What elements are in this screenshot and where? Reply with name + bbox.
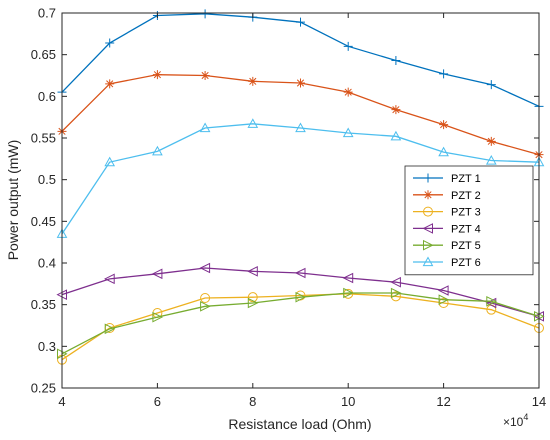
series-line-5 (61, 292, 540, 355)
data-point (342, 272, 354, 284)
legend-marker (423, 190, 433, 200)
y-tick-label: 0.35 (31, 297, 56, 312)
data-point (390, 130, 402, 141)
x-multiplier-base: ×10 (503, 415, 524, 429)
data-point (200, 71, 210, 80)
data-point (104, 323, 116, 335)
series-4 (56, 262, 544, 322)
data-point (200, 9, 210, 19)
x-tick-label: 4 (58, 394, 65, 409)
data-point (485, 154, 497, 165)
data-point (104, 273, 115, 285)
data-point (199, 122, 211, 133)
data-point (343, 41, 353, 51)
legend-item: PZT 5 (413, 239, 481, 252)
data-point (390, 276, 401, 288)
y-tick-label: 0.55 (31, 131, 56, 146)
data-point (247, 292, 258, 303)
legend-item: PZT 3 (413, 206, 481, 219)
data-point (105, 38, 115, 48)
data-point (438, 294, 450, 305)
data-point (295, 291, 307, 303)
legend-label: PZT 1 (451, 173, 481, 185)
y-tick-label: 0.65 (31, 47, 56, 62)
y-tick-label: 0.6 (38, 89, 56, 104)
y-tick-label: 0.7 (38, 6, 56, 21)
legend-item: PZT 4 (413, 223, 481, 235)
series-line-6 (61, 123, 540, 235)
data-point (296, 17, 305, 27)
y-axis-label: Power output (mW) (5, 140, 21, 261)
data-point (247, 118, 259, 128)
x-tick-label: 14 (532, 394, 546, 409)
data-point (247, 297, 259, 309)
legend-item: PZT 1 (413, 173, 481, 185)
x-tick-label: 8 (249, 394, 256, 409)
data-point (105, 79, 115, 89)
ticks-layer: 4 6 8 10 12 14 0.25 0.3 0.35 0.4 0.45 0.5 0.55 0.6 0.6… (31, 6, 547, 410)
legend-item: PZT 2 (413, 190, 481, 202)
data-point (104, 156, 116, 167)
series-layer (56, 9, 545, 365)
y-tick-label: 0.25 (31, 381, 56, 396)
data-point (343, 87, 353, 97)
data-point (390, 287, 402, 299)
legend-item: PZT 6 (413, 256, 481, 269)
legend-label: PZT 4 (451, 223, 481, 235)
data-point (486, 296, 497, 307)
data-point (343, 287, 354, 299)
data-point (296, 78, 305, 88)
data-point (391, 105, 401, 115)
y-tick-label: 0.4 (38, 256, 56, 271)
data-point (200, 293, 211, 303)
x-tick-label: 6 (154, 394, 161, 409)
data-point (342, 127, 354, 138)
data-point (486, 80, 496, 90)
data-point (200, 301, 211, 312)
y-tick-label: 0.45 (31, 214, 56, 229)
x-multiplier-label: ×104 (503, 412, 528, 429)
x-tick-label: 10 (341, 394, 355, 409)
data-point (199, 262, 211, 274)
data-point (152, 145, 163, 156)
legend: PZT 1 PZT 2 PZT 3 PZT 4 PZT 5 PZT 6 (404, 165, 534, 276)
data-point (151, 268, 163, 280)
legend-box (404, 165, 534, 276)
data-point (248, 76, 258, 86)
data-point (439, 120, 449, 130)
legend-marker (423, 173, 433, 183)
data-point (439, 69, 449, 79)
data-point (152, 70, 162, 80)
legend-marker (423, 206, 433, 217)
legend-label: PZT 2 (451, 190, 481, 202)
legend-label: PZT 5 (451, 240, 481, 252)
plot-frame (61, 12, 540, 389)
data-point (437, 285, 449, 296)
data-point (294, 267, 306, 279)
data-point (247, 266, 258, 277)
legend-marker (422, 223, 433, 234)
legend-marker (422, 256, 434, 267)
legend-label: PZT 6 (451, 257, 481, 269)
data-point (152, 311, 164, 323)
x-multiplier-exponent: 4 (523, 412, 528, 422)
series-line-4 (61, 267, 540, 317)
y-tick-label: 0.5 (38, 172, 56, 187)
y-tick-label: 0.3 (38, 339, 56, 354)
legend-label: PZT 3 (451, 207, 481, 219)
series-6 (56, 118, 545, 238)
data-point (438, 146, 449, 157)
x-axis-label: Resistance load (Ohm) (228, 416, 371, 432)
legend-marker (423, 239, 434, 251)
x-tick-label: 12 (436, 394, 450, 409)
data-point (486, 136, 496, 146)
data-point (391, 56, 401, 65)
series-line-3 (61, 293, 540, 361)
data-point (295, 122, 306, 133)
